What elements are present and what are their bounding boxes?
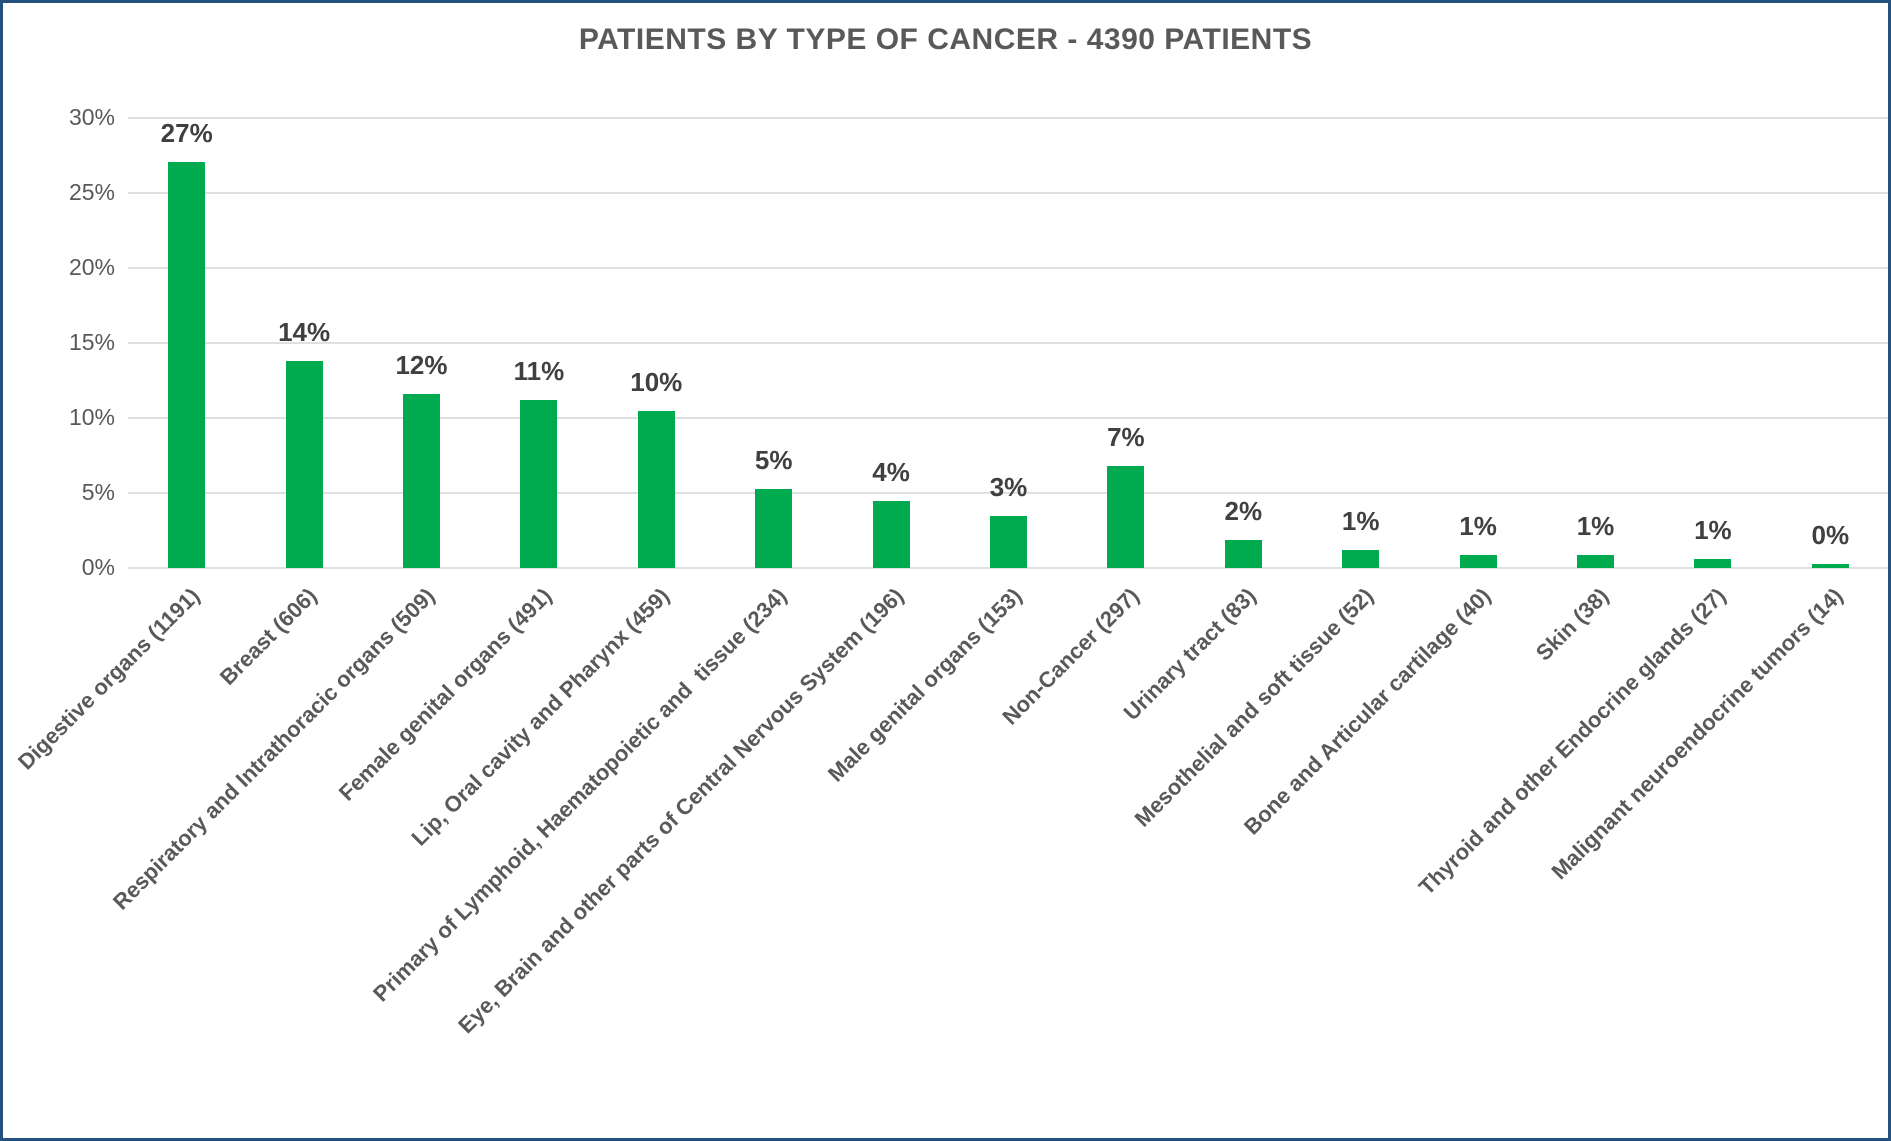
bar-value-label: 11% [513,356,565,386]
bar [1342,550,1380,568]
bar-value-label: 12% [395,350,448,380]
x-axis-category-label: Eye, Brain and other parts of Central Ne… [453,583,909,1039]
x-axis-category-label: Lip, Oral cavity and Pharynx (459) [406,583,674,851]
y-axis-tick-label: 5% [81,479,115,505]
gridline [128,267,1888,269]
gridline [128,342,1888,344]
y-axis-tick-label: 15% [68,329,115,355]
bar [1107,466,1145,568]
bar-value-label: 1% [1341,506,1380,536]
y-axis-tick-label: 0% [81,554,115,580]
bar-value-label: 14% [278,317,331,347]
bar-value-label: 10% [630,366,683,397]
bar [637,410,675,568]
bar [285,361,323,568]
bar-value-label: 1% [1459,510,1497,541]
gridline [128,417,1888,419]
x-axis-category-label: Bone and Articular cartilage (40) [1239,583,1496,840]
bar [403,394,440,568]
x-axis-category-label: Male genital organs (153) [822,583,1027,787]
bar-value-label: 5% [754,444,793,475]
chart-title: PATIENTS BY TYPE OF CANCER - 4390 PATIEN… [578,23,1313,56]
bar-value-label: 7% [1107,422,1145,452]
bar [1577,554,1614,568]
x-axis-category-label: Breast (606) [215,583,322,690]
y-axis-tick-label: 10% [68,404,115,430]
bar-value-label: 3% [989,471,1028,502]
bar [1694,559,1732,568]
bar [872,500,910,568]
bar-value-label: 1% [1694,515,1732,545]
gridline [128,117,1888,119]
bar-value-label: 4% [872,456,910,487]
bar-value-label: 27% [160,117,213,148]
gridline [128,192,1888,194]
y-axis-tick-label: 25% [68,179,115,205]
gridline [128,567,1888,569]
bar [520,400,558,568]
bar [755,488,793,568]
bar [168,161,206,568]
bar [1811,563,1849,568]
bar [990,515,1027,568]
bar-value-label: 0% [1811,519,1850,550]
bar [1459,554,1497,568]
y-axis-tick-label: 30% [68,104,115,130]
x-axis-category-label: Female genital organs (491) [334,583,557,806]
x-axis-category-label: Mesothelial and soft tissue (52) [1129,583,1379,832]
bar-value-label: 1% [1576,510,1615,541]
x-axis-category-label: Digestive organs (1191) [12,583,205,775]
y-axis-tick-label: 20% [68,254,115,280]
x-axis-category-label: Primary of Lymphoid, Haematopoietic and … [367,583,792,1007]
x-axis-category-label: Skin (38) [1530,583,1614,666]
bar [1224,539,1262,568]
gridline [128,492,1888,494]
bar-value-label: 2% [1224,495,1263,526]
